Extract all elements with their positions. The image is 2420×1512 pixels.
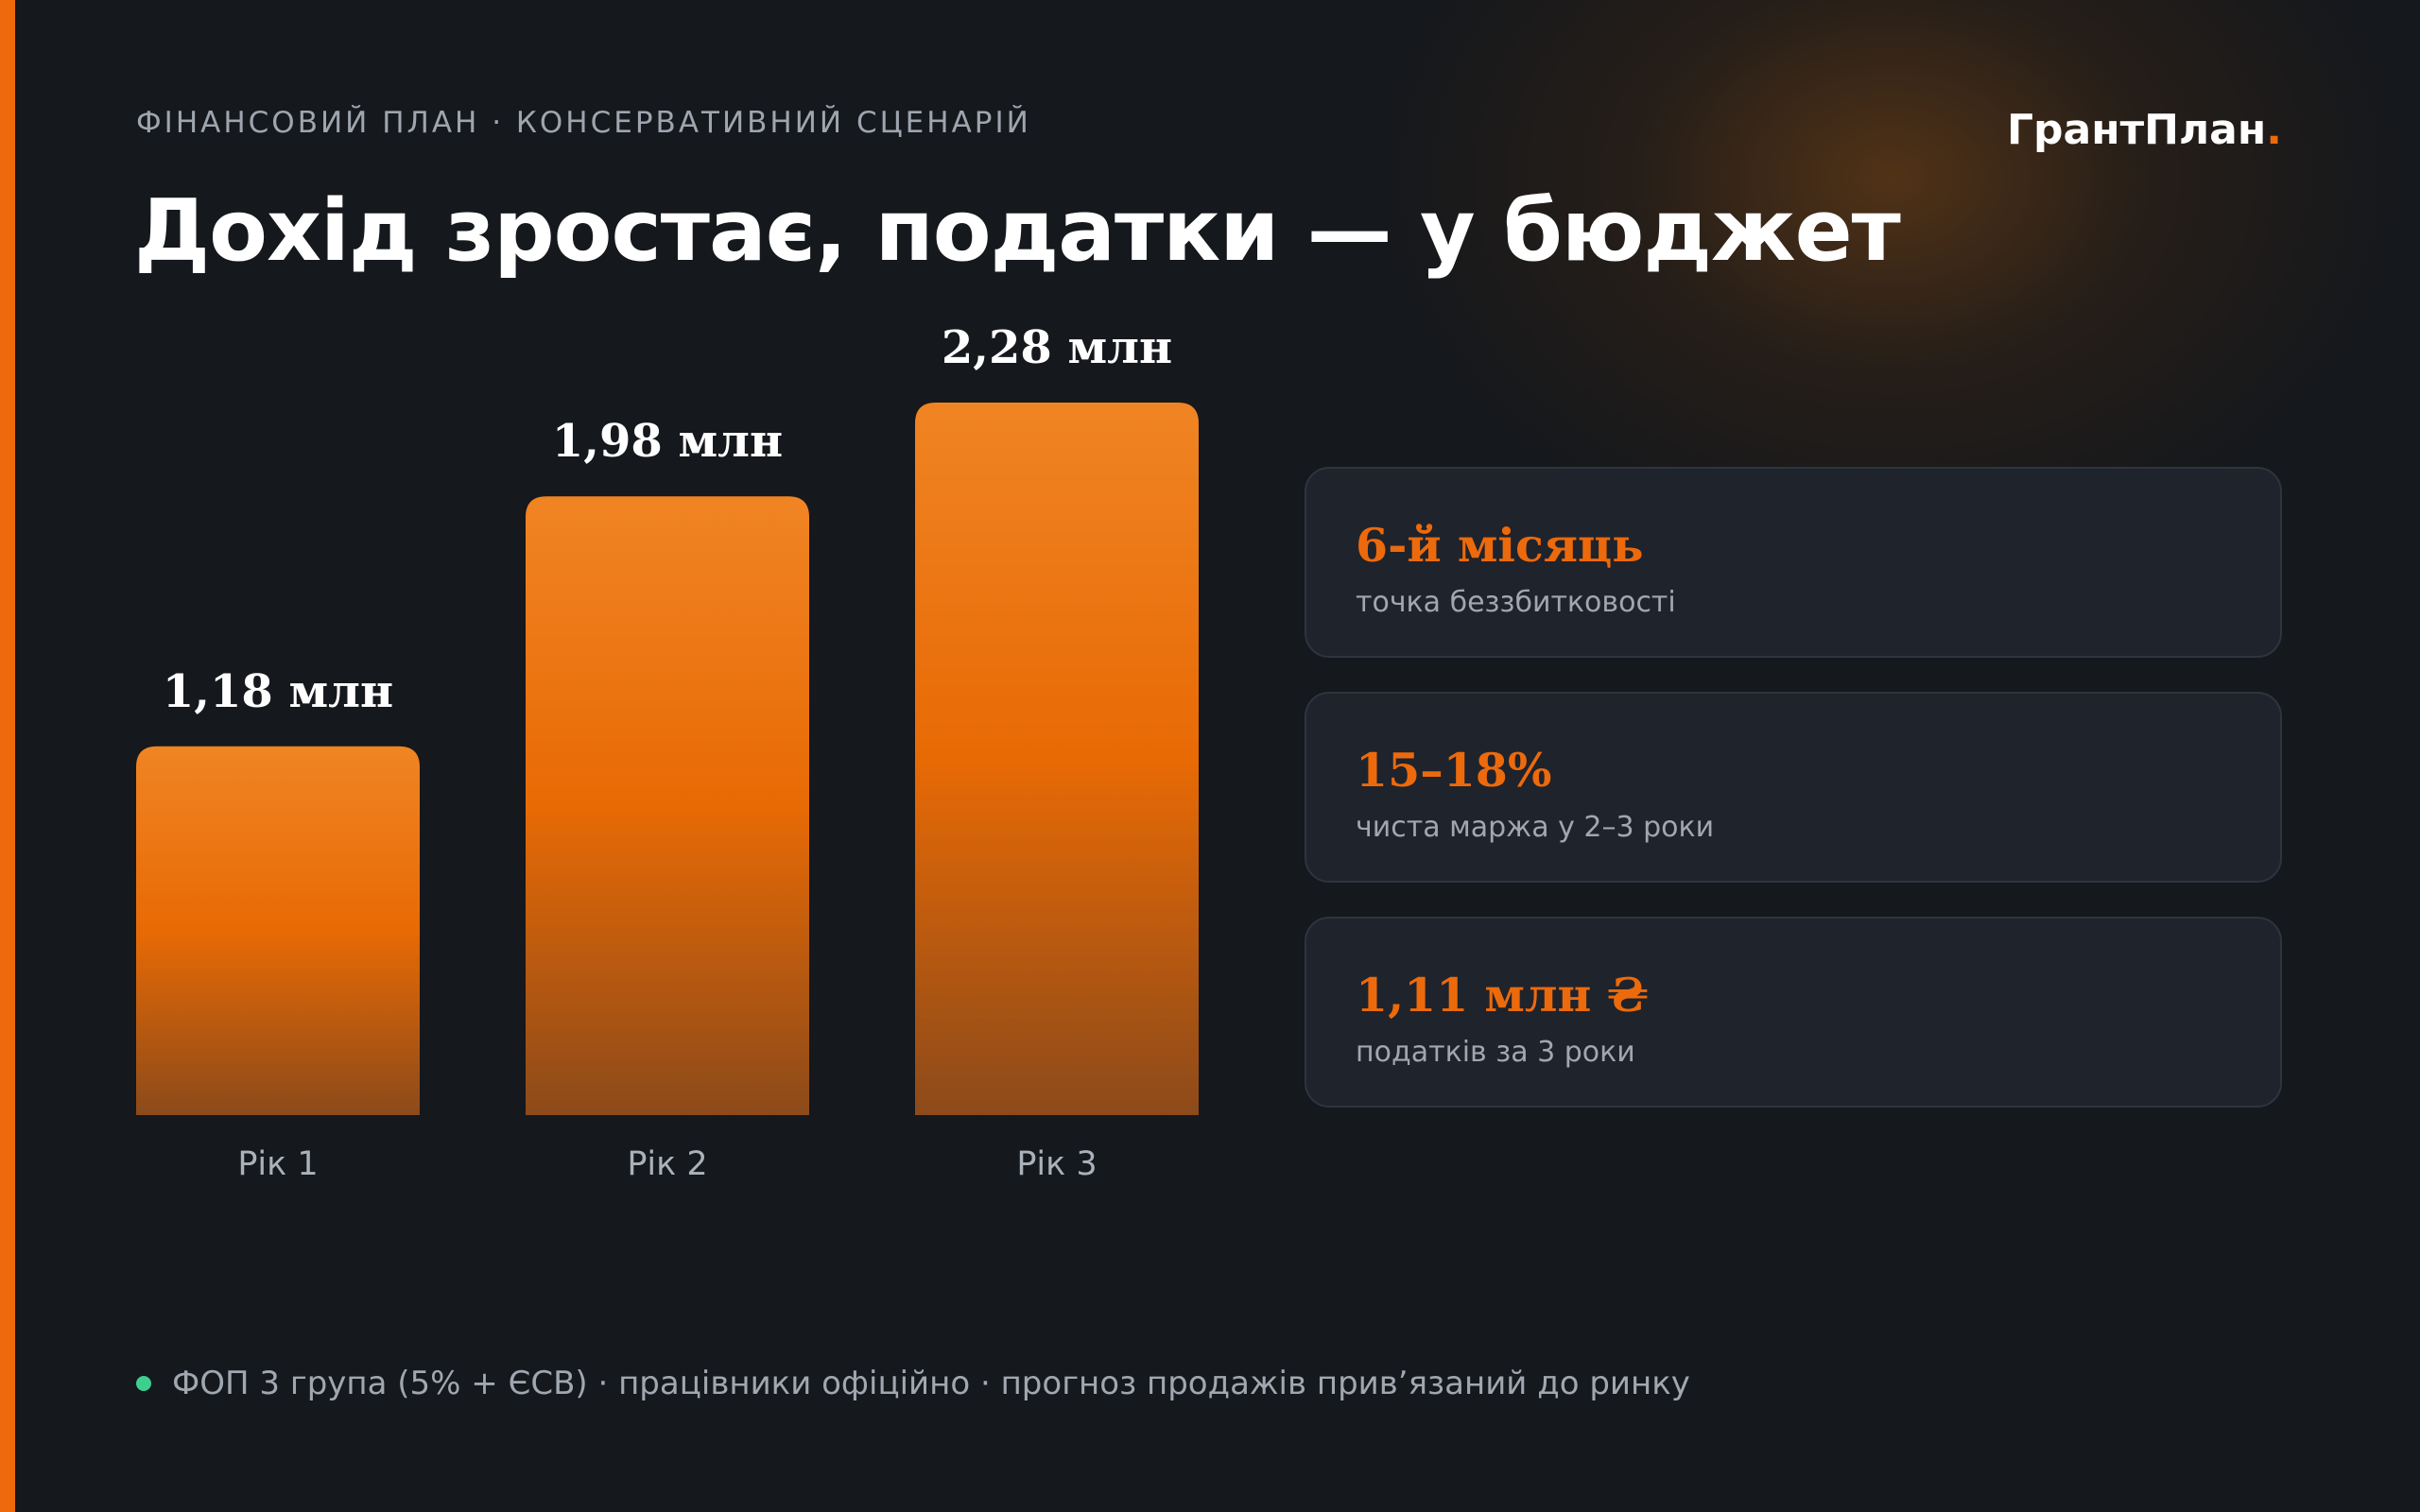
eyebrow-label: ФІНАНСОВИЙ ПЛАН · КОНСЕРВАТИВНИЙ СЦЕНАРІ… xyxy=(136,106,1031,140)
bar-value-label: 2,28 млн xyxy=(942,321,1172,374)
page-title: Дохід зростає, податки — у бюджет xyxy=(134,181,1901,281)
stat-card-taxes: 1,11 млн ₴ податків за 3 роки xyxy=(1305,917,2282,1108)
brand-dot: . xyxy=(2266,106,2282,154)
category-label: Рік 2 xyxy=(627,1145,707,1183)
revenue-bar-chart: 1,18 млн Рік 1 1,98 млн Рік 2 2,28 млн Рік 3 xyxy=(136,321,1199,1183)
stat-label: податків за 3 роки xyxy=(1356,1036,1635,1069)
bar-3 xyxy=(915,403,1199,1115)
bar-1 xyxy=(136,746,420,1115)
accent-bar xyxy=(0,0,15,1512)
stat-card-breakeven: 6-й місяць точка беззбитковості xyxy=(1305,467,2282,658)
footer-text: ФОП 3 група (5% + ЄСВ) · працівники офіц… xyxy=(172,1365,1690,1402)
stat-card-margin: 15–18% чиста маржа у 2–3 роки xyxy=(1305,692,2282,883)
footer-note: ФОП 3 група (5% + ЄСВ) · працівники офіц… xyxy=(136,1365,1690,1402)
stat-value: 6-й місяць xyxy=(1356,518,1644,573)
brand-logo: ГрантПлан. xyxy=(2007,106,2282,154)
category-label: Рік 1 xyxy=(237,1145,318,1183)
brand-text: ГрантПлан xyxy=(2007,106,2267,154)
category-label: Рік 3 xyxy=(1016,1145,1097,1183)
stat-label: точка беззбитковості xyxy=(1356,586,1676,619)
stat-value: 15–18% xyxy=(1356,743,1552,798)
status-dot-icon xyxy=(136,1376,151,1391)
stat-value: 1,11 млн ₴ xyxy=(1356,968,1649,1022)
chart-bars: 1,18 млн Рік 1 1,98 млн Рік 2 2,28 млн Рік 3 xyxy=(136,321,1199,1183)
bar-2 xyxy=(526,496,809,1115)
bar-value-label: 1,98 млн xyxy=(552,415,783,468)
bar-value-label: 1,18 млн xyxy=(163,665,393,718)
stat-label: чиста маржа у 2–3 роки xyxy=(1356,811,1715,844)
